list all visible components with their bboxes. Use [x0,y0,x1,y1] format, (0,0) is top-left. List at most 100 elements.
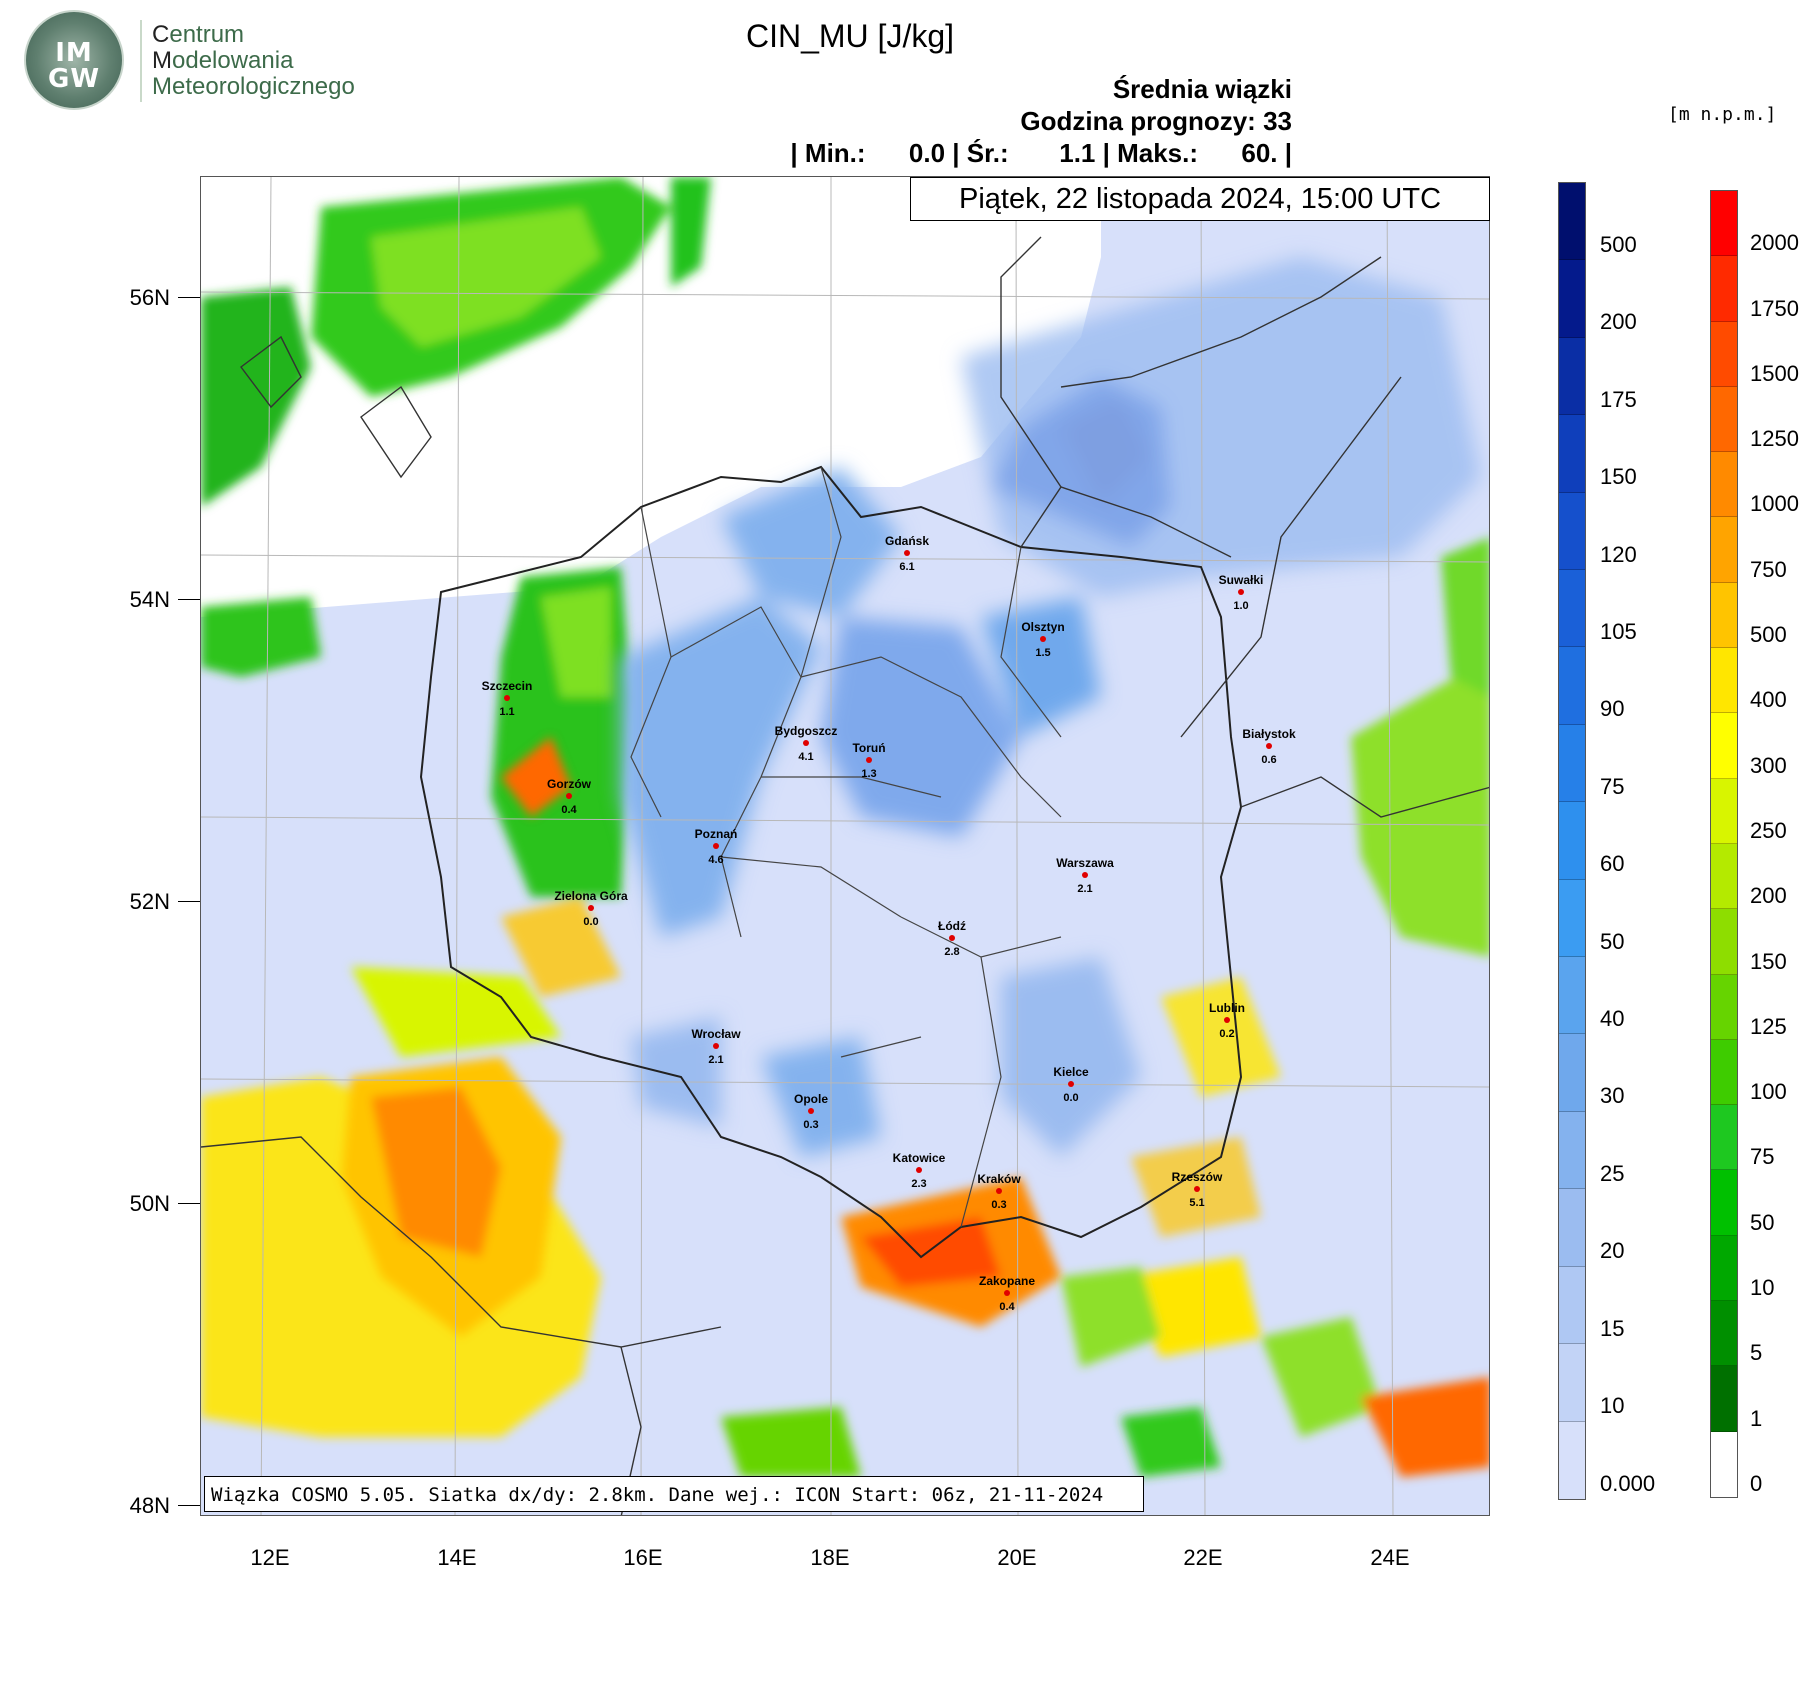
city-marker: Rzeszów 5.1 [1172,1170,1223,1209]
colorbar-label: 15 [1600,1315,1625,1341]
colorbar-label: 25 [1600,1160,1625,1186]
colorbar-label: 1500 [1750,360,1799,386]
city-name: Kielce [1053,1065,1089,1079]
city-name: Szczecin [482,679,533,693]
colorbar-segment [1711,582,1737,649]
city-name: Warszawa [1056,856,1114,870]
city-value: 4.1 [798,751,813,763]
y-tick-mark [178,1505,200,1506]
colorbar-segment [1711,1105,1737,1171]
city-value: 2.1 [1077,883,1092,895]
city-value: 0.3 [803,1119,818,1131]
colorbar-label: 150 [1600,464,1637,490]
city-marker: Kielce 0.0 [1053,1065,1089,1104]
colorbar-segment [1711,256,1737,322]
city-name: Gdańsk [885,534,929,548]
city-name: Kraków [977,1172,1021,1186]
city-dot [566,793,572,799]
city-marker: Opole 0.3 [794,1092,828,1131]
city-dot [996,1188,1002,1194]
city-marker: Toruń 1.3 [852,741,885,780]
city-marker: Gdańsk 6.1 [885,534,929,573]
colorbar-label: 1250 [1750,426,1799,452]
colorbar-segment [1559,1421,1585,1499]
colorbar-segment [1559,1266,1585,1345]
imgw-badge-text: IM GW [47,38,101,94]
colorbar-label: 0.000 [1600,1470,1656,1496]
city-dot [713,843,719,849]
city-marker: Zakopane 0.4 [979,1274,1035,1313]
colorbar-label: 500 [1600,231,1637,257]
y-tick-label: 54N [129,587,170,612]
colorbar-segment [1711,191,1737,257]
colorbar-segment [1711,778,1737,844]
colorbar-label: 0 [1750,1470,1763,1496]
colorbar-segment [1711,713,1737,779]
cin-colorbar [1558,182,1586,1500]
colorbar-label: 75 [1600,773,1625,799]
ensemble-label: Średnia wiązki [1112,74,1292,104]
city-marker: Łódź 2.8 [938,919,966,958]
city-dot [1082,872,1088,878]
x-tick-label: 12E [250,1545,290,1570]
colorbar-segment [1559,415,1585,493]
colorbar-label: 10 [1600,1393,1625,1419]
green-field-north [201,177,1489,957]
city-dot [803,740,809,746]
map-svg: Gdańsk 6.1 Olsztyn 1.5 Suwałki 1.0 Szczecin 1.1… [201,177,1489,1515]
colorbar-label: 175 [1600,386,1637,412]
colorbar-segment [1559,1344,1585,1422]
forecast-map: Gdańsk 6.1 Olsztyn 1.5 Suwałki 1.0 Szczecin 1.1… [200,176,1490,1516]
y-tick-label: 50N [129,1191,170,1216]
colorbar-segment [1711,1170,1737,1236]
city-name: Zakopane [979,1274,1035,1288]
y-tick-mark [178,599,200,600]
colorbar-label: 90 [1600,696,1625,722]
city-dot [1266,743,1272,749]
city-name: Białystok [1242,727,1296,741]
city-value: 0.2 [1219,1028,1234,1040]
city-value: 0.3 [991,1199,1006,1211]
city-marker: Olsztyn 1.5 [1021,620,1064,659]
colorbar-segment [1559,957,1585,1035]
colorbar-segment [1711,1039,1737,1106]
city-marker: Poznań 4.6 [695,827,738,866]
colorbar-label: 200 [1750,883,1787,909]
city-value: 0.6 [1261,754,1276,766]
city-name: Poznań [695,827,738,841]
colorbar-segment [1559,183,1585,261]
city-dot [949,935,955,941]
city-value: 4.6 [708,854,723,866]
model-info-box: Wiązka COSMO 5.05. Siatka dx/dy: 2.8km. … [204,1476,1144,1512]
city-marker: Szczecin 1.1 [482,679,533,718]
city-marker: Zielona Góra 0.0 [554,889,628,928]
city-name: Lublin [1209,1001,1245,1015]
city-marker: Warszawa 2.1 [1056,856,1114,895]
city-name: Katowice [893,1151,946,1165]
city-value: 6.1 [899,561,914,573]
colorbar-label: 750 [1750,556,1787,582]
colorbar-label: 1750 [1750,295,1799,321]
city-marker: Katowice 2.3 [893,1151,946,1190]
province-borders [630,466,1062,1228]
colorbar-label: 5 [1750,1340,1763,1366]
colorbar-segment [1711,1301,1737,1367]
colorbar-label: 2000 [1750,230,1799,256]
colorbar-segment [1711,909,1737,975]
colorbar-label: 40 [1600,1006,1625,1032]
city-dot [713,1043,719,1049]
city-name: Bydgoszcz [775,724,838,738]
colorbar-label: 1000 [1750,491,1799,517]
city-value: 0.0 [1063,1092,1078,1104]
colorbar-segment [1559,879,1585,958]
y-tick-label: 56N [129,285,170,310]
city-dot [904,550,910,556]
colorbar-label: 50 [1750,1209,1775,1235]
colorbar-label: 105 [1600,618,1637,644]
city-marker: Białystok 0.6 [1242,727,1296,766]
city-dot [1238,589,1244,595]
colorbar-segment [1711,321,1737,387]
colorbar-label: 75 [1750,1144,1775,1170]
city-name: Zielona Góra [554,889,628,903]
colorbar-label: 30 [1600,1083,1625,1109]
